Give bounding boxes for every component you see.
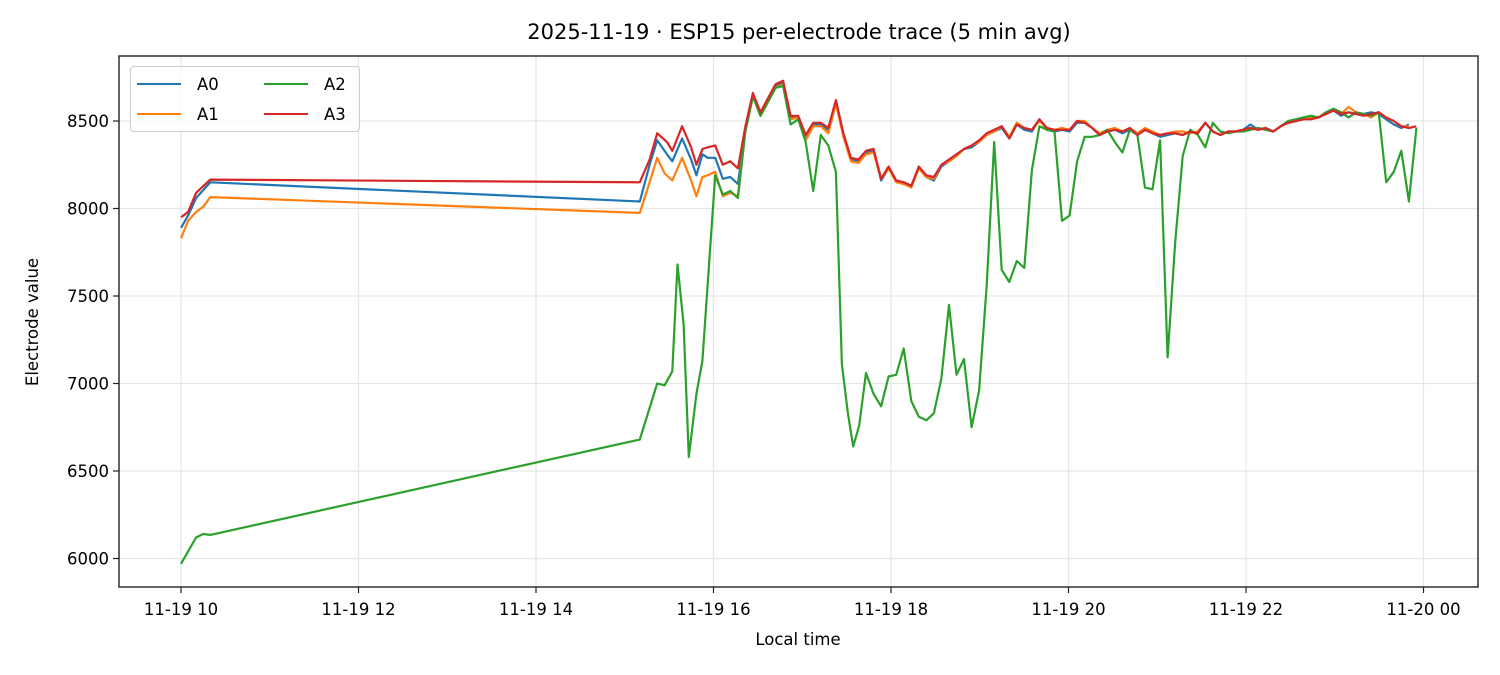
y-tick-label: 6000 — [67, 550, 109, 569]
x-tick-label: 11-19 18 — [854, 600, 928, 619]
chart-title: 2025-11-19 · ESP15 per-electrode trace (… — [527, 20, 1071, 44]
legend-label-a0: A0 — [197, 74, 219, 94]
legend-label-a3: A3 — [324, 104, 346, 124]
legend-swatch-a2 — [264, 83, 308, 85]
series-line-a2 — [180, 84, 1418, 565]
x-tick-label: 11-19 20 — [1031, 600, 1105, 619]
y-tick-label: 6500 — [67, 462, 109, 481]
x-tick-label: 11-19 22 — [1209, 600, 1283, 619]
y-tick-label: 8500 — [67, 112, 109, 131]
legend-item-a1: A1 — [137, 103, 219, 125]
x-tick-label: 11-19 12 — [321, 600, 395, 619]
plot-frame — [118, 55, 1479, 588]
series-line-a1 — [179, 83, 1409, 239]
y-tick-label: 7500 — [67, 287, 109, 306]
legend-swatch-a3 — [264, 113, 308, 115]
legend-label-a1: A1 — [197, 104, 219, 124]
x-tick-label: 11-19 16 — [676, 600, 750, 619]
y-tick-label: 7000 — [67, 375, 109, 394]
y-axis-label: Electrode value — [23, 258, 42, 386]
legend-item-a3: A3 — [264, 103, 346, 125]
legend-label-a2: A2 — [324, 74, 346, 94]
x-axis-label: Local time — [755, 630, 840, 649]
legend-item-a0: A0 — [137, 73, 219, 95]
legend-swatch-a0 — [137, 83, 181, 85]
x-tick-label: 11-19 14 — [499, 600, 573, 619]
series-line-a0 — [180, 81, 1410, 229]
series-lines — [179, 79, 1418, 565]
legend-item-a2: A2 — [264, 73, 346, 95]
legend-swatch-a1 — [137, 113, 181, 115]
series-line-a3 — [180, 79, 1417, 219]
grid-lines — [119, 56, 1478, 587]
y-tick-label: 8000 — [67, 200, 109, 219]
legend: A0 A1 A2 A3 — [130, 66, 360, 132]
x-tick-label: 11-20 00 — [1386, 600, 1460, 619]
axis-ticks: 11-19 10 11-19 12 11-19 14 11-19 16 11-19 18… — [67, 112, 1461, 619]
x-tick-label: 11-19 10 — [144, 600, 218, 619]
